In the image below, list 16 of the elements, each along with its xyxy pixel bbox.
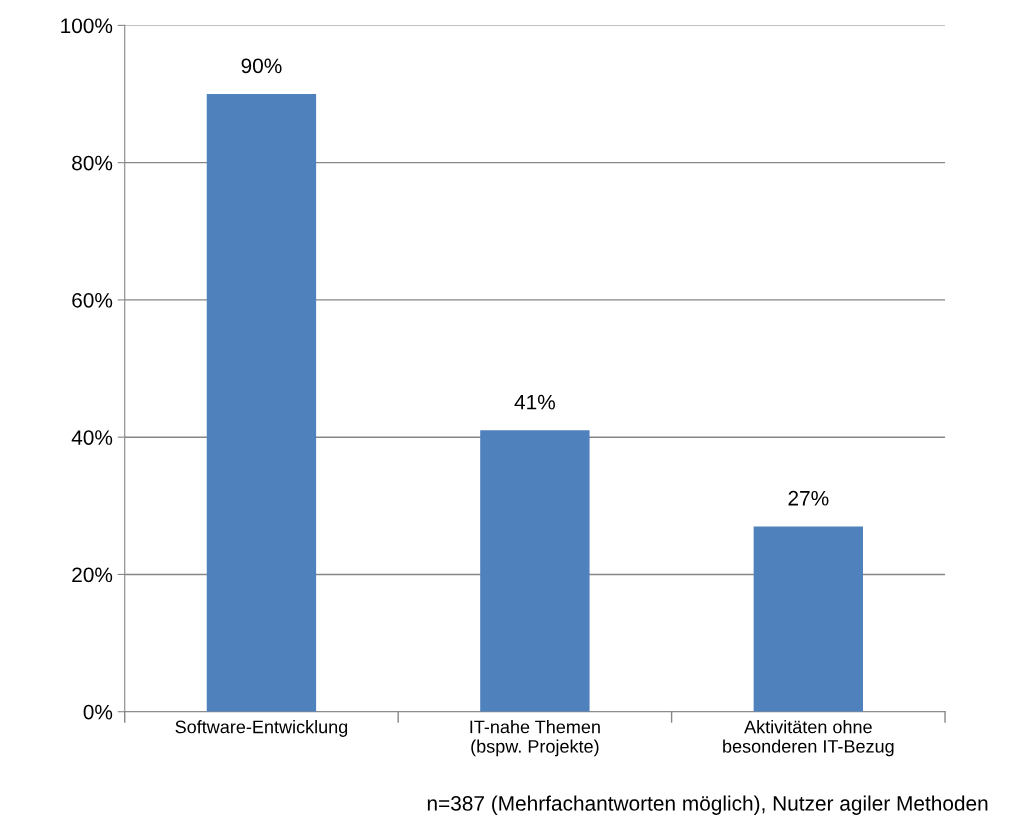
y-tick-label: 40% xyxy=(71,430,113,445)
y-tick-label: 100% xyxy=(61,18,113,34)
y-tick-label: 60% xyxy=(72,292,113,308)
text: n=387 (Mehrfachantworten möglich), Nutzer agiler Methoden xyxy=(427,795,988,815)
data-label: 27% xyxy=(788,490,829,506)
data-label: 41% xyxy=(514,394,555,410)
data-label: 90% xyxy=(241,58,282,74)
x-tick-label: Software-Entwicklung xyxy=(175,720,348,737)
x-tick-label: IT-nahe Themen (bspw. Projekte) xyxy=(470,720,600,757)
y-tick-label: 80% xyxy=(72,155,113,171)
x-tick-label: Aktivitäten ohne besonderen IT-Bezug xyxy=(723,720,894,757)
bar xyxy=(480,430,590,712)
y-tick-label: 0% xyxy=(83,704,113,720)
y-tick-label: 20% xyxy=(72,567,113,583)
bar xyxy=(753,526,864,712)
bar xyxy=(206,94,317,712)
